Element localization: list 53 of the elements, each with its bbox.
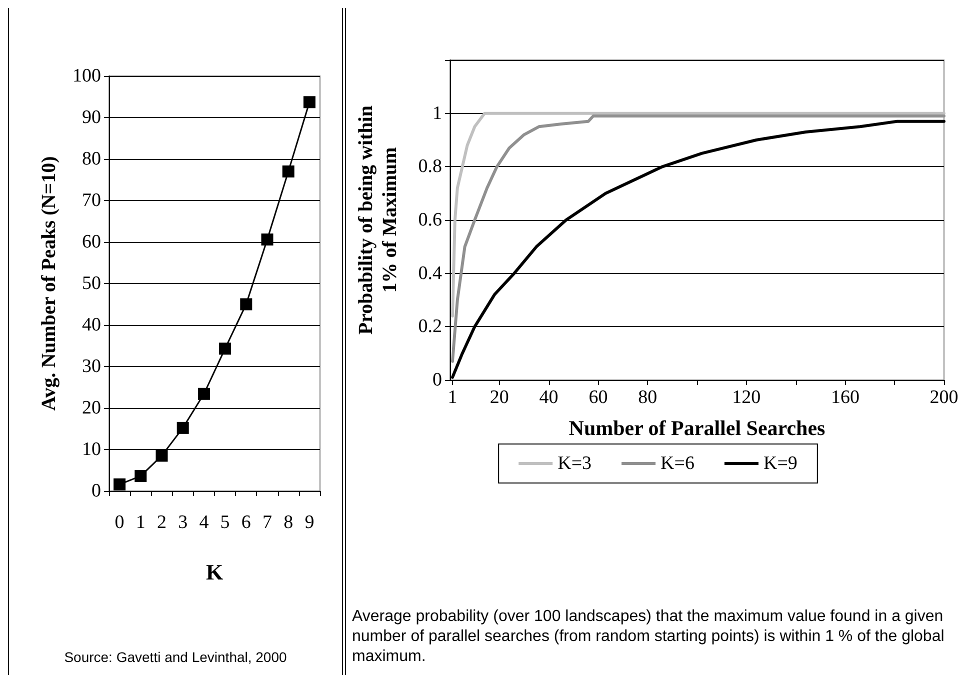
x-tick-label: 200: [930, 387, 958, 408]
point: [198, 388, 210, 400]
text: Average probability (over 100 landscapes) that the maximum value found in a given number of parallel searches (from random starting points) is within 1 % of the global maximum.: [352, 607, 946, 667]
x-tick-label: 4: [199, 512, 210, 533]
x-axis-title: K: [206, 560, 224, 584]
point: [240, 298, 252, 310]
y-tick-label: 90: [82, 107, 101, 128]
point: [219, 342, 232, 355]
x-tick-label: 40: [539, 387, 558, 408]
x-tick-label: 120: [732, 387, 761, 408]
x-axis-title: Number of Parallel Searches: [568, 416, 826, 440]
x-tick-label: 160: [830, 387, 860, 408]
x-tick-label: 20: [490, 387, 509, 408]
x-tick-label: 80: [638, 387, 658, 408]
y-tick-label: 100: [72, 66, 101, 86]
y-axis-title: Probability of being within 1% of Maximum: [355, 105, 401, 335]
y-tick-label: 80: [82, 148, 101, 170]
y-tick-label: 70: [82, 190, 101, 211]
x-tick-label: 0: [114, 512, 124, 533]
legend-label: K=9: [763, 453, 798, 474]
y-tick-label: 1: [432, 102, 442, 124]
x-tick-label: 7: [262, 512, 272, 533]
point: [156, 450, 168, 462]
x-tick-label: 60: [588, 387, 608, 408]
y-tick-label: 0: [92, 480, 101, 502]
y-tick-label: 60: [82, 232, 101, 252]
point: [176, 422, 189, 434]
point: [134, 470, 147, 482]
x-tick-label: 1: [136, 512, 146, 533]
x-tick-label: 8: [284, 512, 294, 533]
y-tick-label: 0.2: [418, 316, 442, 338]
x-tick-label: 9: [304, 512, 314, 533]
y-tick-label: 0: [432, 370, 442, 390]
y-axis-title: Avg. Number of Peaks (N=10): [38, 156, 60, 411]
y-tick-label: 10: [82, 439, 101, 460]
x-tick-label: 6: [241, 512, 251, 533]
x-tick-label: 1: [448, 387, 458, 408]
point: [282, 165, 294, 178]
y-tick-label: 50: [82, 273, 101, 294]
y-tick-label: 0.8: [418, 156, 442, 178]
y-tick-label: 30: [82, 356, 101, 377]
legend-label: K=3: [558, 453, 592, 474]
y-tick-label: 0.6: [418, 210, 442, 230]
point: [261, 234, 274, 246]
legend-label: K=6: [660, 453, 694, 474]
x-tick-label: 5: [220, 512, 230, 533]
x-tick-label: 2: [157, 512, 166, 533]
x-tick-label: 3: [178, 512, 188, 533]
y-tick-label: 0.4: [418, 262, 442, 284]
point: [114, 478, 126, 490]
point: [303, 96, 316, 108]
y-tick-label: 40: [82, 314, 101, 336]
source-note: Source: Gavetti and Levinthal, 2000: [63, 648, 288, 667]
